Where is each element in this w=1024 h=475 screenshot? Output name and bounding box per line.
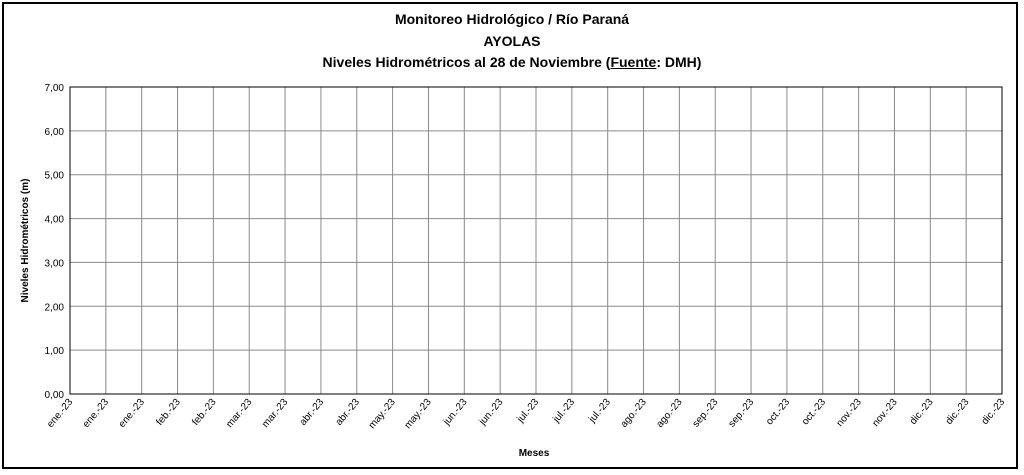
- y-tick-label: 4,00: [45, 215, 65, 226]
- x-tick-label: sep.-23: [691, 397, 721, 430]
- x-tick-label: may.-23: [367, 397, 398, 432]
- chart-title-line2: AYOLAS: [483, 33, 541, 49]
- title-line3-prefix: Niveles Hidrométricos al 28 de Noviembre…: [322, 54, 611, 70]
- x-tick-label: abr.-23: [298, 397, 327, 428]
- x-axis-title: Meses: [519, 448, 550, 459]
- y-tick-label: 1,00: [45, 346, 65, 357]
- x-tick-label: abr.-23: [334, 397, 363, 428]
- x-tick-label: mar.-23: [260, 397, 290, 430]
- x-tick-label: mar.-23: [224, 397, 254, 430]
- x-tick-label: jun.-23: [441, 397, 470, 429]
- x-tick-label: ago.-23: [619, 397, 650, 430]
- x-tick-label: dic.-23: [944, 397, 972, 427]
- x-tick-label: oct.-23: [764, 397, 792, 428]
- y-tick-label: 7,00: [45, 83, 65, 94]
- x-tick-label: ago.-23: [654, 397, 685, 430]
- x-tick-label: feb.-23: [154, 397, 183, 428]
- title-source-word: Fuente: [610, 54, 657, 70]
- y-tick-label: 5,00: [45, 171, 65, 182]
- plot-border: [69, 86, 1003, 395]
- x-tick-label: feb.-23: [190, 397, 219, 428]
- x-tick-label: may.-23: [403, 397, 434, 432]
- chart-title-line1: Monitoreo Hidrológico / Río Paraná: [394, 11, 630, 27]
- x-tick-label: dic.-23: [908, 397, 936, 427]
- y-axis-title: Niveles Hidrométricos (m): [20, 179, 31, 303]
- x-tick-label: jul.-23: [586, 397, 613, 426]
- title-line3-suffix: : DMH): [656, 54, 702, 70]
- x-tick-label: dic.-23: [980, 397, 1008, 427]
- x-tick-label: oct.-23: [800, 397, 828, 428]
- y-tick-label: 2,00: [45, 302, 65, 313]
- y-tick-label: 3,00: [45, 258, 65, 269]
- y-tick-label: 6,00: [45, 127, 65, 138]
- x-tick-label: ene.-23: [45, 397, 76, 430]
- x-tick-label: ene.-23: [117, 397, 148, 430]
- x-tick-label: jul.-23: [551, 397, 578, 426]
- x-tick-label: jul.-23: [515, 397, 542, 426]
- x-tick-label: nov.-23: [870, 397, 900, 429]
- x-tick-label: sep.-23: [727, 397, 757, 430]
- x-tick-label: jun.-23: [477, 397, 506, 429]
- y-tick-label: 0,00: [45, 390, 65, 401]
- chart-title-line3: Niveles Hidrométricos al 28 de Noviembre…: [0, 54, 1024, 70]
- x-tick-label: nov.-23: [835, 397, 865, 429]
- x-tick-label: ene.-23: [81, 397, 112, 430]
